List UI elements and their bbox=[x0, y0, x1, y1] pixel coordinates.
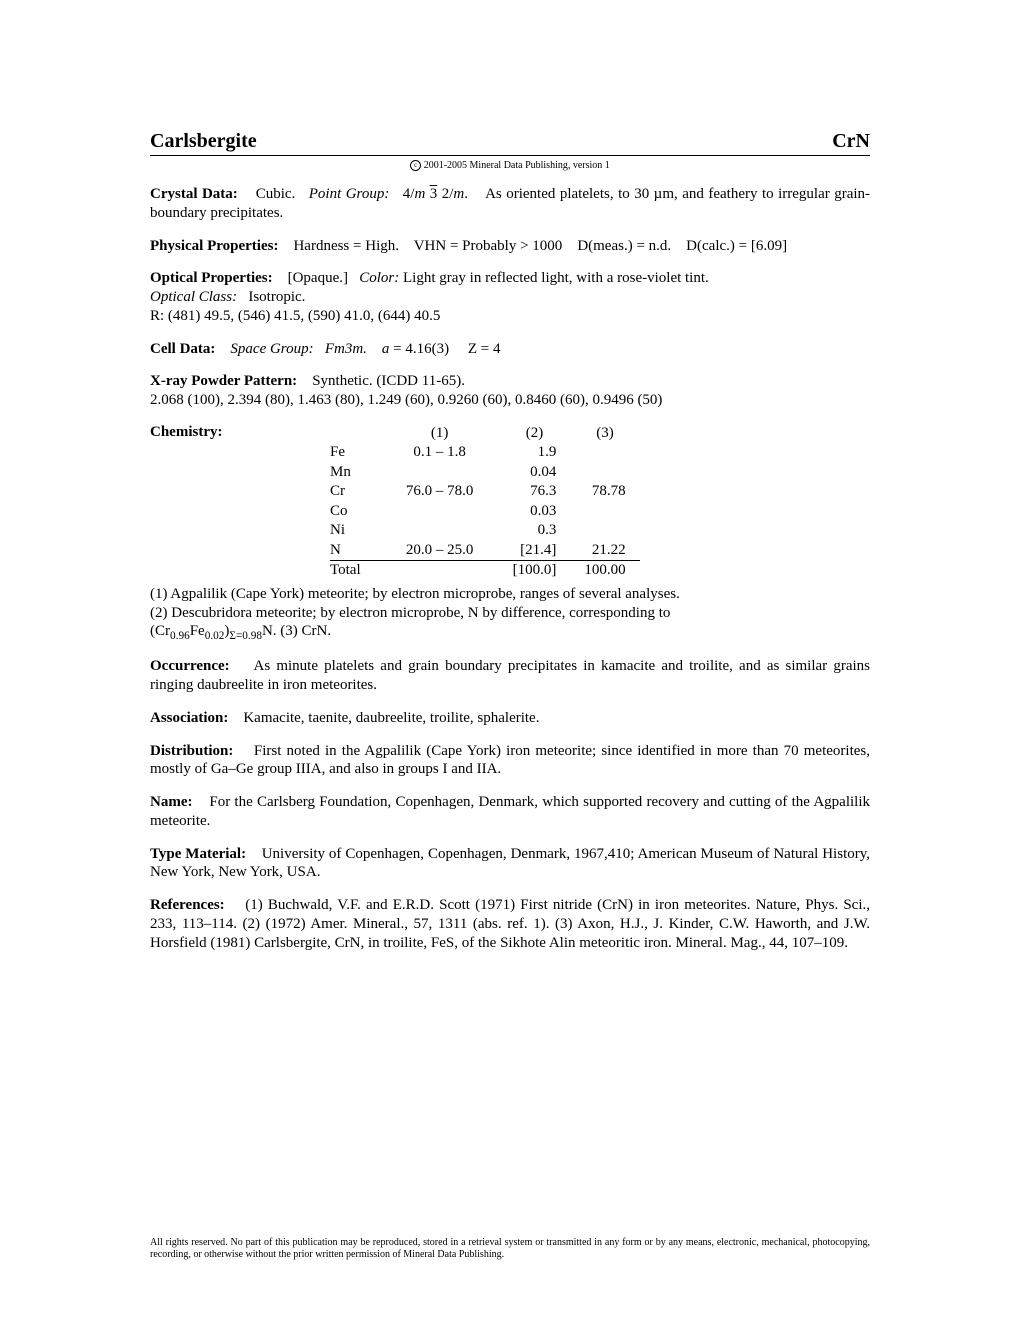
copyright-line: c 2001-2005 Mineral Data Publishing, ver… bbox=[150, 160, 870, 171]
name-text: For the Carlsberg Foundation, Copenhagen… bbox=[150, 794, 870, 829]
dcalc: D(calc.) = [6.09] bbox=[686, 238, 787, 254]
mineral-name: Carlsbergite bbox=[150, 130, 257, 153]
physical-properties: Physical Properties: Hardness = High. VH… bbox=[150, 237, 870, 256]
name-section: Name: For the Carlsberg Foundation, Cope… bbox=[150, 793, 870, 831]
dmeas: D(meas.) = n.d. bbox=[577, 238, 671, 254]
space-group: Fm3m. bbox=[325, 341, 367, 357]
copyright-text: 2001-2005 Mineral Data Publishing, versi… bbox=[424, 160, 610, 171]
association: Association: Kamacite, taenite, daubreel… bbox=[150, 709, 870, 728]
references-label: References: bbox=[150, 897, 225, 913]
chemistry-label: Chemistry: bbox=[150, 424, 310, 441]
footer-rights: All rights reserved. No part of this pub… bbox=[150, 1237, 870, 1260]
distribution: Distribution: First noted in the Agpalil… bbox=[150, 742, 870, 780]
optical-properties: Optical Properties: [Opaque.] Color: Lig… bbox=[150, 269, 870, 325]
xray-pattern: X-ray Powder Pattern: Synthetic. (ICDD 1… bbox=[150, 372, 870, 410]
crystal-data-label: Crystal Data: bbox=[150, 186, 238, 202]
table-row: Cr76.0 – 78.076.378.78 bbox=[330, 482, 640, 502]
table-header: (1) (2) (3) bbox=[330, 424, 640, 444]
crystal-system: Cubic. bbox=[256, 186, 296, 202]
color-label: Color: bbox=[359, 270, 399, 286]
table-row: Ni0.3 bbox=[330, 521, 640, 541]
point-group-label: Point Group: bbox=[309, 186, 390, 202]
occurrence-label: Occurrence: bbox=[150, 658, 230, 674]
physical-label: Physical Properties: bbox=[150, 238, 278, 254]
point-group: 4/m 3 2/m. bbox=[403, 186, 468, 202]
occurrence: Occurrence: As minute platelets and grai… bbox=[150, 657, 870, 695]
col-2: (2) bbox=[499, 424, 571, 444]
table-row: Co0.03 bbox=[330, 502, 640, 522]
page: Carlsbergite CrN c 2001-2005 Mineral Dat… bbox=[0, 0, 1020, 1320]
optical-class-label: Optical Class: bbox=[150, 289, 237, 305]
space-group-label: Space Group: bbox=[230, 341, 313, 357]
opaque: [Opaque.] bbox=[288, 270, 348, 286]
association-text: Kamacite, taenite, daubreelite, troilite… bbox=[243, 710, 539, 726]
reflectance: R: (481) 49.5, (546) 41.5, (590) 41.0, (… bbox=[150, 308, 440, 324]
chemistry-table: (1) (2) (3) Fe0.1 – 1.81.9 Mn0.04 Cr76.0… bbox=[330, 424, 640, 581]
cell-data: Cell Data: Space Group: Fm3m. a = 4.16(3… bbox=[150, 340, 870, 359]
chemistry-block: Chemistry: (1) (2) (3) Fe0.1 – 1.81.9 Mn… bbox=[150, 424, 870, 581]
table-row: N20.0 – 25.0[21.4]21.22 bbox=[330, 541, 640, 561]
vhn: VHN = Probably > 1000 bbox=[414, 238, 563, 254]
chem-note-1: (1) Agpalilik (Cape York) meteorite; by … bbox=[150, 586, 680, 602]
cell-z: Z = 4 bbox=[468, 341, 501, 357]
references-text: (1) Buchwald, V.F. and E.R.D. Scott (197… bbox=[150, 897, 870, 951]
chem-note-3: (Cr0.96Fe0.02)Σ=0.98N. (3) CrN. bbox=[150, 623, 331, 639]
optical-class: Isotropic. bbox=[248, 289, 305, 305]
cell-label: Cell Data: bbox=[150, 341, 215, 357]
table-total: Total[100.0]100.00 bbox=[330, 561, 640, 581]
color-text: Light gray in reflected light, with a ro… bbox=[403, 270, 709, 286]
chem-note-2: (2) Descubridora meteorite; by electron … bbox=[150, 605, 670, 621]
name-label: Name: bbox=[150, 794, 192, 810]
references: References: (1) Buchwald, V.F. and E.R.D… bbox=[150, 896, 870, 952]
chemistry-notes: (1) Agpalilik (Cape York) meteorite; by … bbox=[150, 585, 870, 644]
xray-text2: 2.068 (100), 2.394 (80), 1.463 (80), 1.2… bbox=[150, 392, 662, 408]
cell-a: a = 4.16(3) bbox=[382, 341, 449, 357]
col-1: (1) bbox=[381, 424, 499, 444]
copyright-icon: c bbox=[410, 160, 421, 171]
table-row: Mn0.04 bbox=[330, 463, 640, 483]
xray-text1: Synthetic. (ICDD 11-65). bbox=[312, 373, 465, 389]
xray-label: X-ray Powder Pattern: bbox=[150, 373, 297, 389]
type-material: Type Material: University of Copenhagen,… bbox=[150, 845, 870, 883]
col-3: (3) bbox=[570, 424, 639, 444]
distribution-text: First noted in the Agpalilik (Cape York)… bbox=[150, 743, 870, 778]
header: Carlsbergite CrN bbox=[150, 130, 870, 156]
occurrence-text: As minute platelets and grain boundary p… bbox=[150, 658, 870, 693]
crystal-data: Crystal Data: Cubic. Point Group: 4/m 3 … bbox=[150, 185, 870, 223]
hardness: Hardness = High. bbox=[293, 238, 399, 254]
type-text: University of Copenhagen, Copenhagen, De… bbox=[150, 846, 870, 881]
table-row: Fe0.1 – 1.81.9 bbox=[330, 443, 640, 463]
type-label: Type Material: bbox=[150, 846, 246, 862]
distribution-label: Distribution: bbox=[150, 743, 233, 759]
formula: CrN bbox=[832, 130, 870, 153]
association-label: Association: bbox=[150, 710, 228, 726]
optical-label: Optical Properties: bbox=[150, 270, 273, 286]
